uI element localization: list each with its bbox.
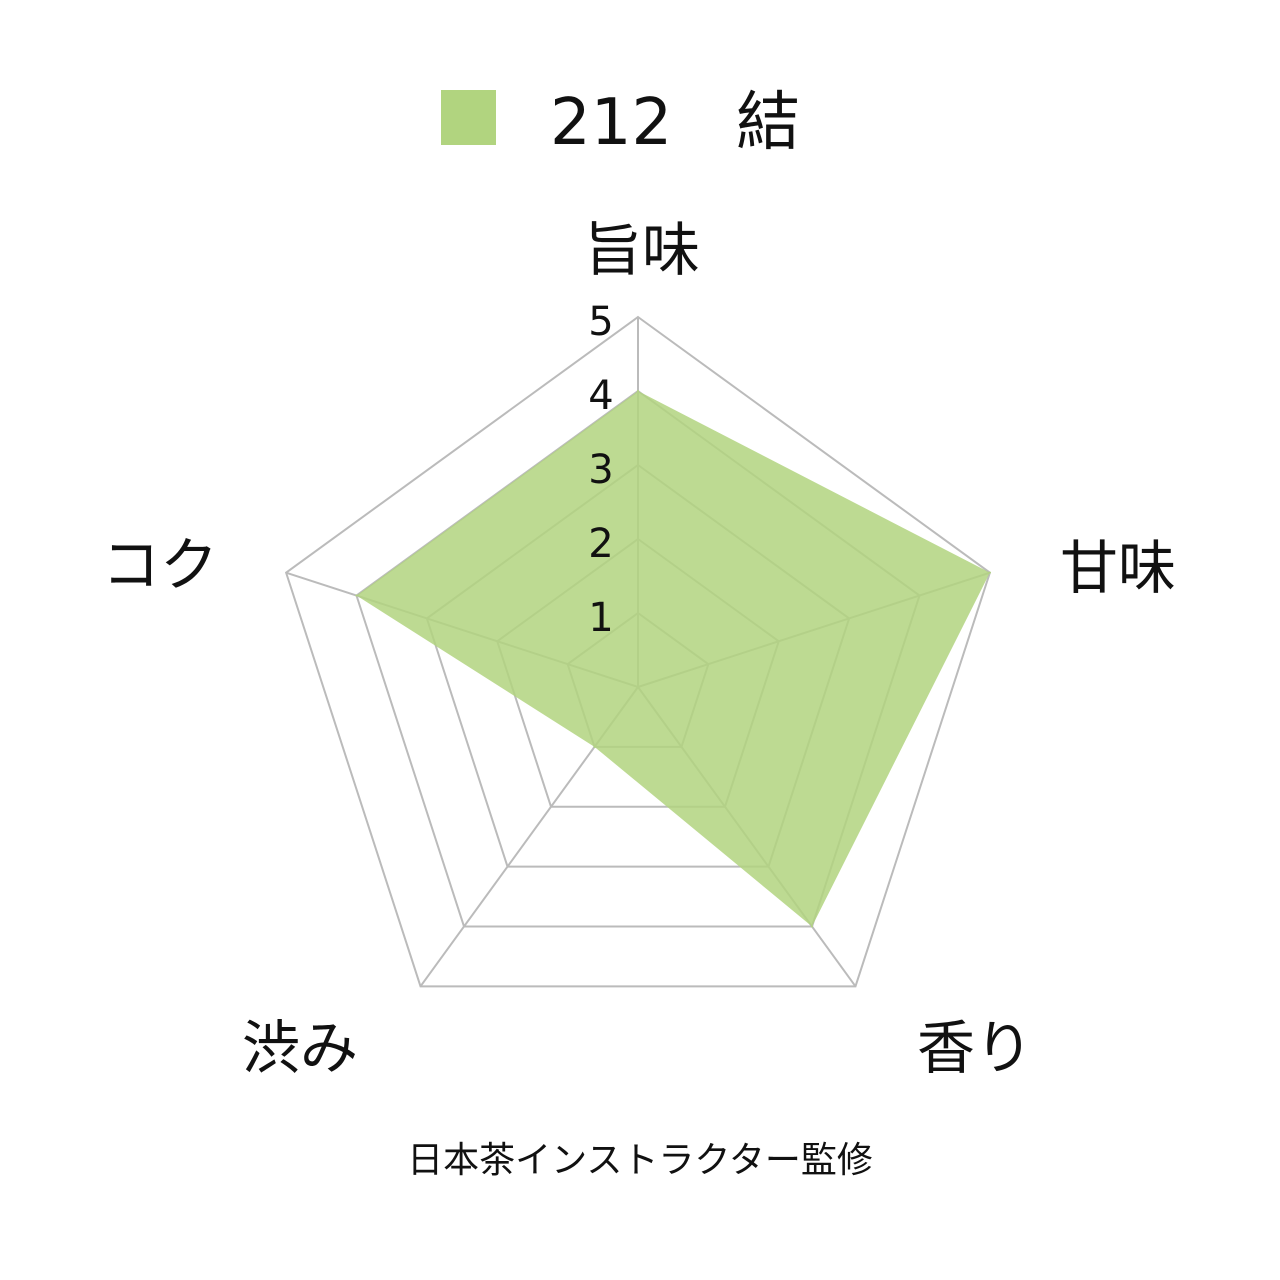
legend-swatch bbox=[441, 90, 496, 145]
tick-label: 3 bbox=[588, 447, 613, 493]
data-point bbox=[810, 925, 813, 928]
data-point bbox=[593, 745, 596, 748]
data-point bbox=[988, 571, 991, 574]
grid-ring-5 bbox=[284, 315, 992, 988]
tick-label: 2 bbox=[588, 521, 613, 567]
axis-label: コク bbox=[102, 531, 218, 599]
data-point bbox=[637, 390, 639, 392]
tick-label: 5 bbox=[588, 299, 613, 345]
axis-label: 甘味 bbox=[1060, 534, 1176, 602]
series-area bbox=[356, 391, 990, 927]
data-point bbox=[355, 594, 358, 597]
axis-label: 香り bbox=[917, 1014, 1033, 1082]
legend-label: 212 結 bbox=[550, 86, 800, 160]
radar-series bbox=[355, 390, 991, 928]
tick-label: 1 bbox=[588, 595, 613, 641]
footer-note: 日本茶インストラクター監修 bbox=[407, 1140, 873, 1181]
radial-tick-labels: 1 2 3 4 5 bbox=[588, 299, 613, 641]
axis-label: 渋み bbox=[242, 1014, 358, 1082]
axis-label: 旨味 bbox=[584, 216, 700, 284]
tick-label: 4 bbox=[588, 373, 613, 419]
